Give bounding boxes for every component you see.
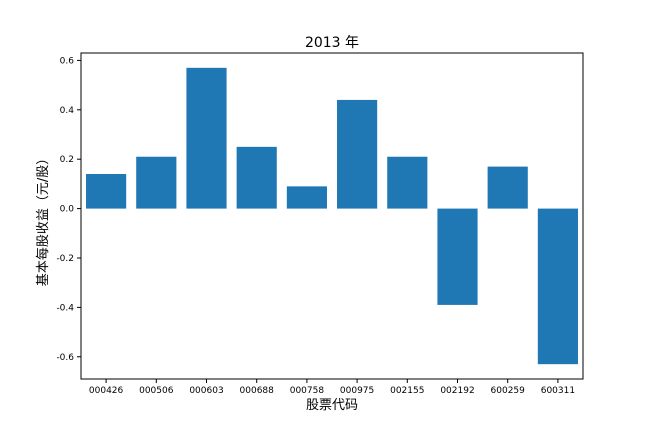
x-tick-label: 002192 — [440, 386, 474, 396]
y-tick-label: -0.4 — [56, 303, 74, 313]
x-tick-label: 002155 — [390, 386, 424, 396]
plot-frame — [80, 52, 584, 380]
x-tick-label: 000758 — [290, 386, 325, 396]
bar-002192 — [437, 208, 478, 305]
bar-000506 — [136, 156, 177, 209]
x-tick-label: 600259 — [491, 386, 526, 396]
x-tick-label: 600311 — [541, 386, 575, 396]
y-axis-title: 基本每股收益（元/股） — [35, 152, 51, 286]
bar-000758 — [286, 186, 327, 209]
y-tick-label: 0.0 — [60, 205, 75, 215]
chart-title: 2013 年 — [305, 35, 359, 51]
x-tick-label: 000506 — [139, 386, 174, 396]
bar-600311 — [537, 208, 578, 365]
y-tick-label: 0.6 — [60, 56, 75, 66]
bar-000603 — [186, 67, 227, 209]
x-tick-label: 000426 — [89, 386, 124, 396]
x-tick-label: 000603 — [189, 386, 223, 396]
y-tick-label: 0.4 — [60, 106, 75, 116]
y-tick-label: 0.2 — [60, 155, 74, 165]
x-tick-label: 000975 — [340, 386, 374, 396]
x-tick-label: 000688 — [240, 386, 275, 396]
y-tick-label: -0.2 — [56, 254, 74, 264]
bar-000975 — [337, 99, 378, 209]
x-axis-title: 股票代码 — [306, 398, 358, 413]
bar-000688 — [236, 146, 277, 209]
bar-000426 — [86, 174, 127, 209]
bar-002155 — [387, 156, 428, 209]
bar-600259 — [487, 166, 528, 209]
y-tick-label: -0.6 — [56, 353, 74, 363]
plot-area: 0.6 0.4 0.2 0.0 -0.2 -0.4 -0.6 000426 000506 0006… — [56, 52, 584, 396]
